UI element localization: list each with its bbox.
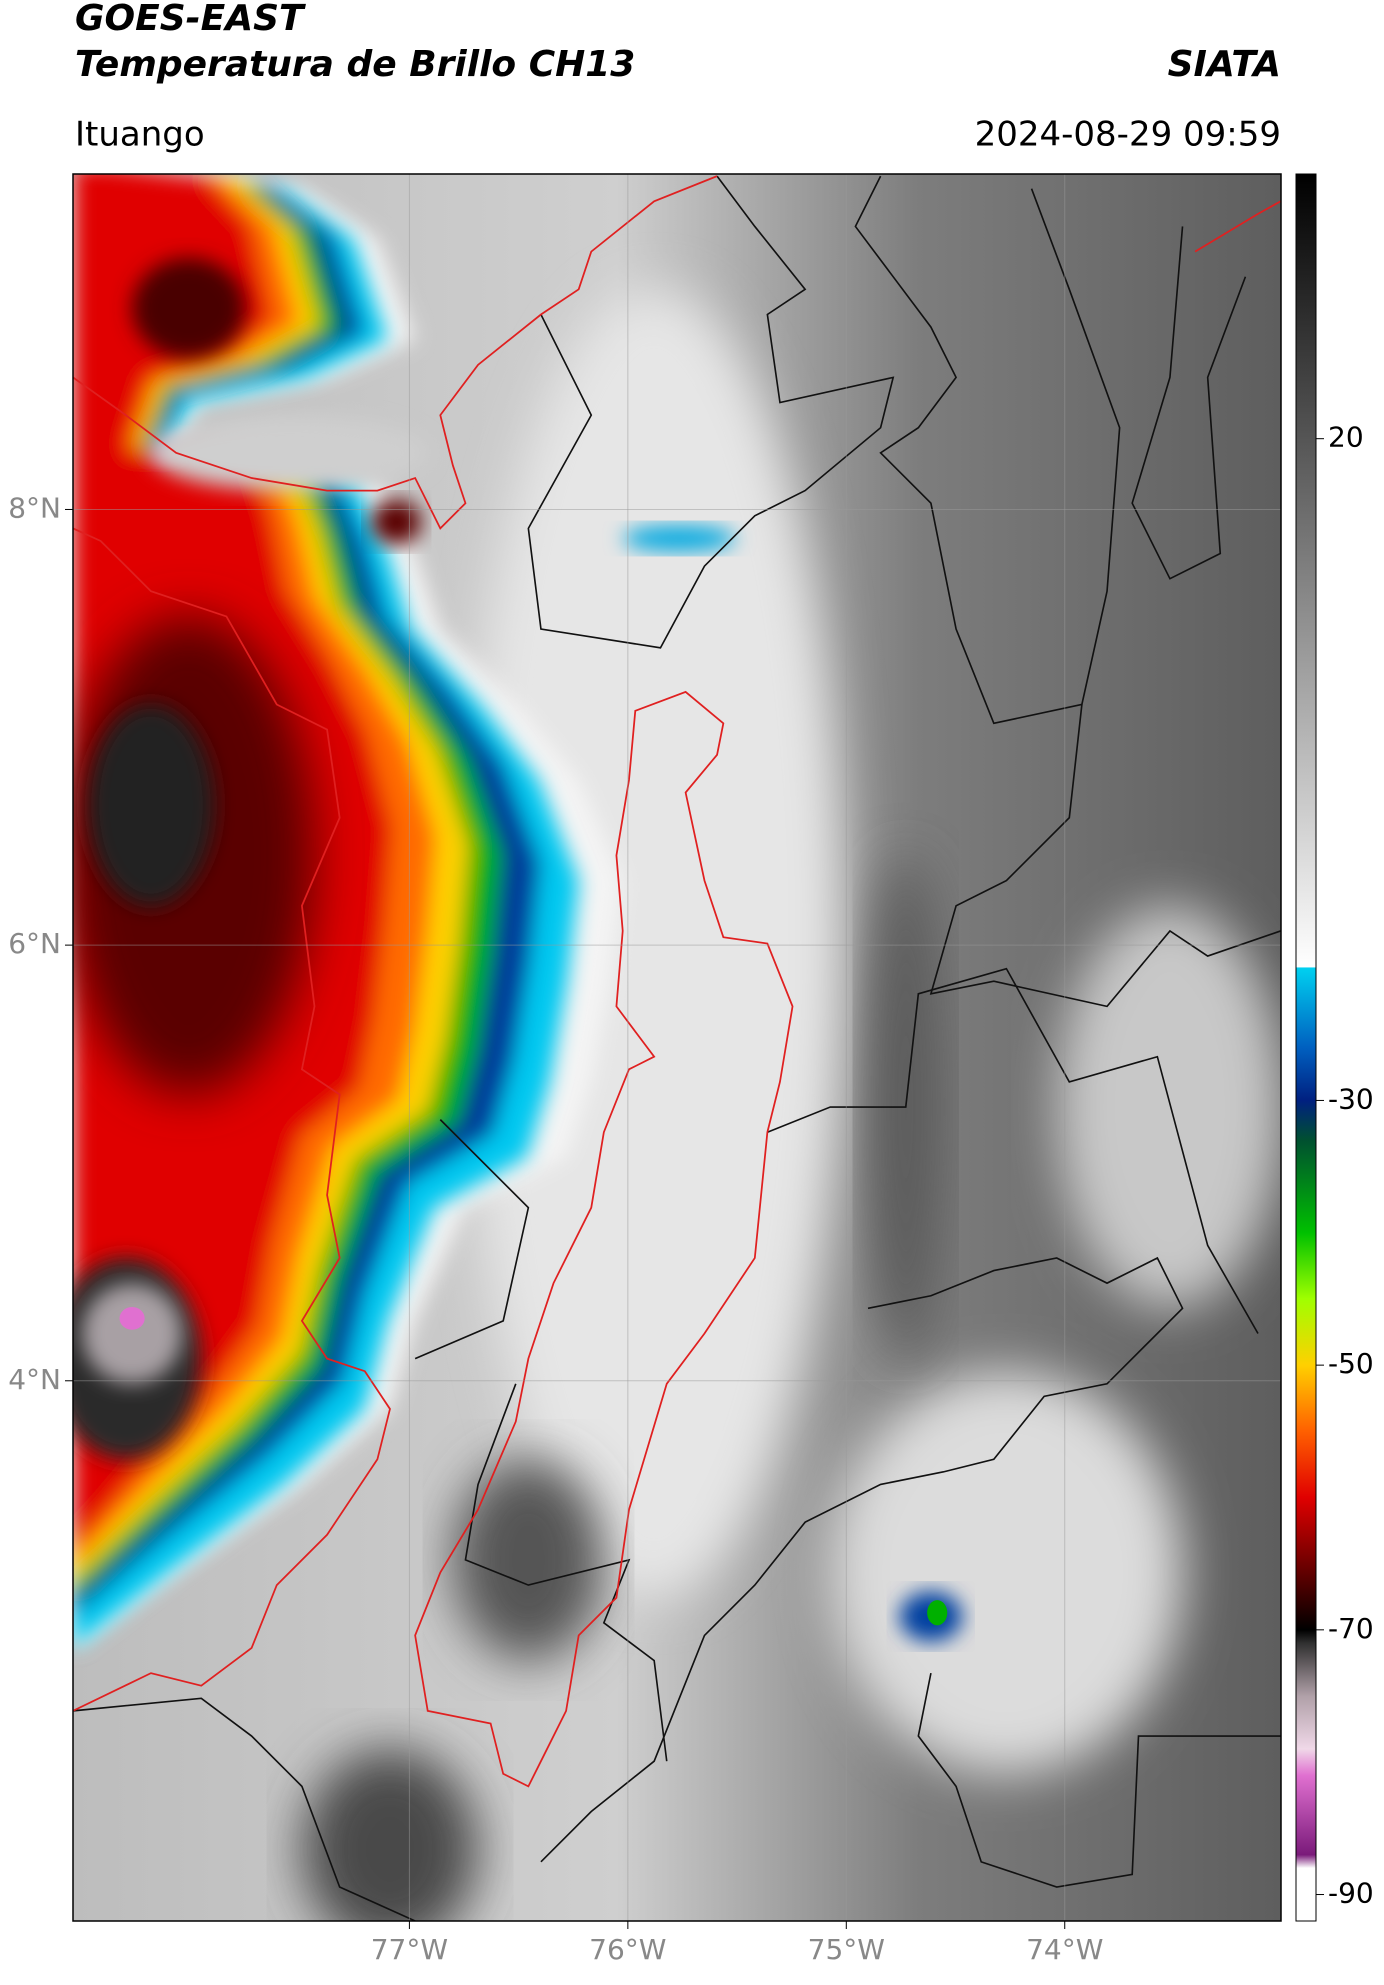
colorbar <box>1295 173 1317 1922</box>
x-tick-label: 75°W <box>808 1933 885 1966</box>
x-tick-label: 76°W <box>589 1933 666 1966</box>
title: GOES-EAST <box>75 0 306 39</box>
source: SIATA <box>1168 44 1281 85</box>
y-tick-label: 6°N <box>8 927 61 960</box>
colorbar-tick-label: -90 <box>1328 1877 1374 1910</box>
map-frame <box>72 173 1282 1922</box>
y-tick-label: 8°N <box>8 491 61 524</box>
datetime: 2024-08-29 09:59 <box>975 115 1281 155</box>
satellite-image <box>73 174 1281 1921</box>
x-tick-label: 74°W <box>1026 1933 1103 1966</box>
location: Ituango <box>75 115 205 155</box>
colorbar-tick-label: -70 <box>1328 1612 1374 1645</box>
subtitle: Temperatura de Brillo CH13 <box>75 44 635 85</box>
colorbar-tick-label: 20 <box>1328 421 1364 454</box>
colorbar-tick-label: -30 <box>1328 1082 1374 1115</box>
x-tick-label: 77°W <box>371 1933 448 1966</box>
y-tick-label: 4°N <box>8 1363 61 1396</box>
colorbar-tick-label: -50 <box>1328 1347 1374 1380</box>
